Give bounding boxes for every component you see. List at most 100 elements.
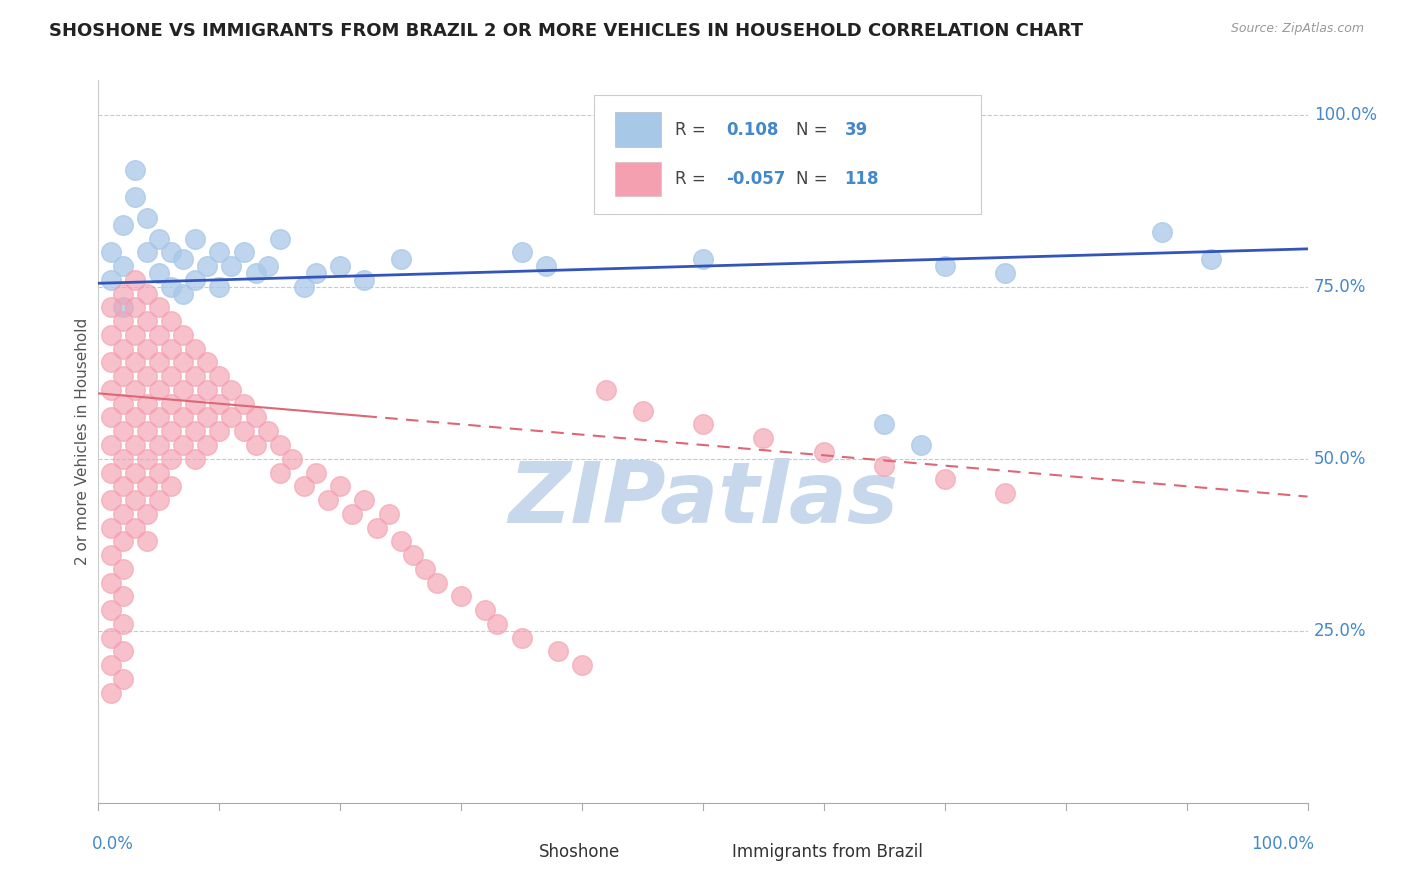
- Text: Source: ZipAtlas.com: Source: ZipAtlas.com: [1230, 22, 1364, 36]
- Point: [148, 231, 170, 245]
- Point: [124, 520, 146, 534]
- Point: [111, 507, 134, 521]
- Point: [256, 259, 278, 273]
- Point: [135, 397, 157, 411]
- Text: N =: N =: [796, 120, 832, 138]
- Point: [148, 266, 170, 280]
- Point: [135, 342, 157, 356]
- Point: [1199, 252, 1222, 267]
- Point: [100, 548, 122, 562]
- Point: [100, 493, 122, 508]
- Point: [172, 327, 194, 342]
- Point: [316, 493, 339, 508]
- Point: [111, 534, 134, 549]
- Point: [547, 644, 569, 658]
- Point: [100, 273, 122, 287]
- Text: SHOSHONE VS IMMIGRANTS FROM BRAZIL 2 OR MORE VEHICLES IN HOUSEHOLD CORRELATION C: SHOSHONE VS IMMIGRANTS FROM BRAZIL 2 OR …: [49, 22, 1084, 40]
- Point: [813, 445, 835, 459]
- Text: 100.0%: 100.0%: [1313, 105, 1376, 124]
- Y-axis label: 2 or more Vehicles in Household: 2 or more Vehicles in Household: [75, 318, 90, 566]
- Point: [256, 424, 278, 438]
- Text: 0.108: 0.108: [725, 120, 779, 138]
- Point: [353, 493, 375, 508]
- Point: [172, 383, 194, 397]
- Point: [111, 397, 134, 411]
- Point: [353, 273, 375, 287]
- Point: [172, 438, 194, 452]
- Point: [269, 466, 291, 480]
- Point: [692, 417, 714, 432]
- Point: [111, 424, 134, 438]
- Point: [111, 644, 134, 658]
- Point: [100, 603, 122, 617]
- Point: [221, 383, 243, 397]
- Point: [160, 279, 183, 293]
- Point: [413, 562, 436, 576]
- Point: [100, 410, 122, 425]
- Point: [148, 327, 170, 342]
- Point: [281, 451, 304, 466]
- Point: [208, 424, 231, 438]
- FancyBboxPatch shape: [614, 112, 661, 147]
- Point: [269, 438, 291, 452]
- Point: [100, 631, 122, 645]
- Point: [111, 301, 134, 315]
- Point: [208, 279, 231, 293]
- Point: [124, 162, 146, 177]
- Point: [135, 314, 157, 328]
- Point: [135, 534, 157, 549]
- Point: [124, 410, 146, 425]
- Point: [221, 259, 243, 273]
- Point: [305, 266, 328, 280]
- Point: [160, 451, 183, 466]
- Point: [184, 369, 207, 384]
- Point: [510, 631, 533, 645]
- Point: [329, 479, 352, 493]
- Text: 118: 118: [845, 170, 879, 188]
- Text: 100.0%: 100.0%: [1250, 835, 1313, 854]
- Point: [148, 466, 170, 480]
- Point: [111, 616, 134, 631]
- Point: [124, 273, 146, 287]
- Point: [184, 342, 207, 356]
- Point: [595, 383, 617, 397]
- Point: [232, 245, 254, 260]
- Point: [873, 458, 896, 473]
- Point: [160, 424, 183, 438]
- Point: [135, 245, 157, 260]
- Point: [148, 438, 170, 452]
- Point: [124, 190, 146, 204]
- Point: [692, 252, 714, 267]
- Point: [232, 424, 254, 438]
- FancyBboxPatch shape: [614, 161, 661, 196]
- Point: [245, 438, 267, 452]
- Text: -0.057: -0.057: [725, 170, 786, 188]
- Point: [100, 658, 122, 673]
- Text: ZIPatlas: ZIPatlas: [508, 458, 898, 541]
- Point: [148, 410, 170, 425]
- Point: [160, 479, 183, 493]
- Point: [100, 301, 122, 315]
- Point: [269, 231, 291, 245]
- Point: [184, 451, 207, 466]
- Point: [1152, 225, 1174, 239]
- Point: [172, 286, 194, 301]
- Point: [111, 218, 134, 232]
- Point: [245, 266, 267, 280]
- Point: [148, 301, 170, 315]
- Point: [111, 369, 134, 384]
- Point: [934, 259, 956, 273]
- Point: [148, 493, 170, 508]
- Point: [208, 245, 231, 260]
- Point: [172, 252, 194, 267]
- Point: [160, 342, 183, 356]
- Point: [195, 410, 218, 425]
- Point: [111, 259, 134, 273]
- Point: [100, 466, 122, 480]
- Point: [221, 410, 243, 425]
- Point: [305, 466, 328, 480]
- Point: [135, 479, 157, 493]
- Point: [195, 383, 218, 397]
- Point: [124, 438, 146, 452]
- Point: [135, 211, 157, 225]
